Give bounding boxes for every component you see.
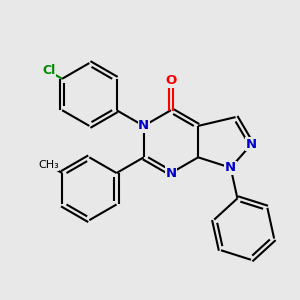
Text: O: O bbox=[165, 74, 177, 87]
Text: CH₃: CH₃ bbox=[38, 160, 59, 170]
Text: N: N bbox=[165, 167, 176, 179]
Text: N: N bbox=[246, 138, 257, 151]
Text: N: N bbox=[225, 161, 236, 174]
Text: N: N bbox=[138, 119, 149, 132]
Text: Cl: Cl bbox=[42, 64, 55, 77]
